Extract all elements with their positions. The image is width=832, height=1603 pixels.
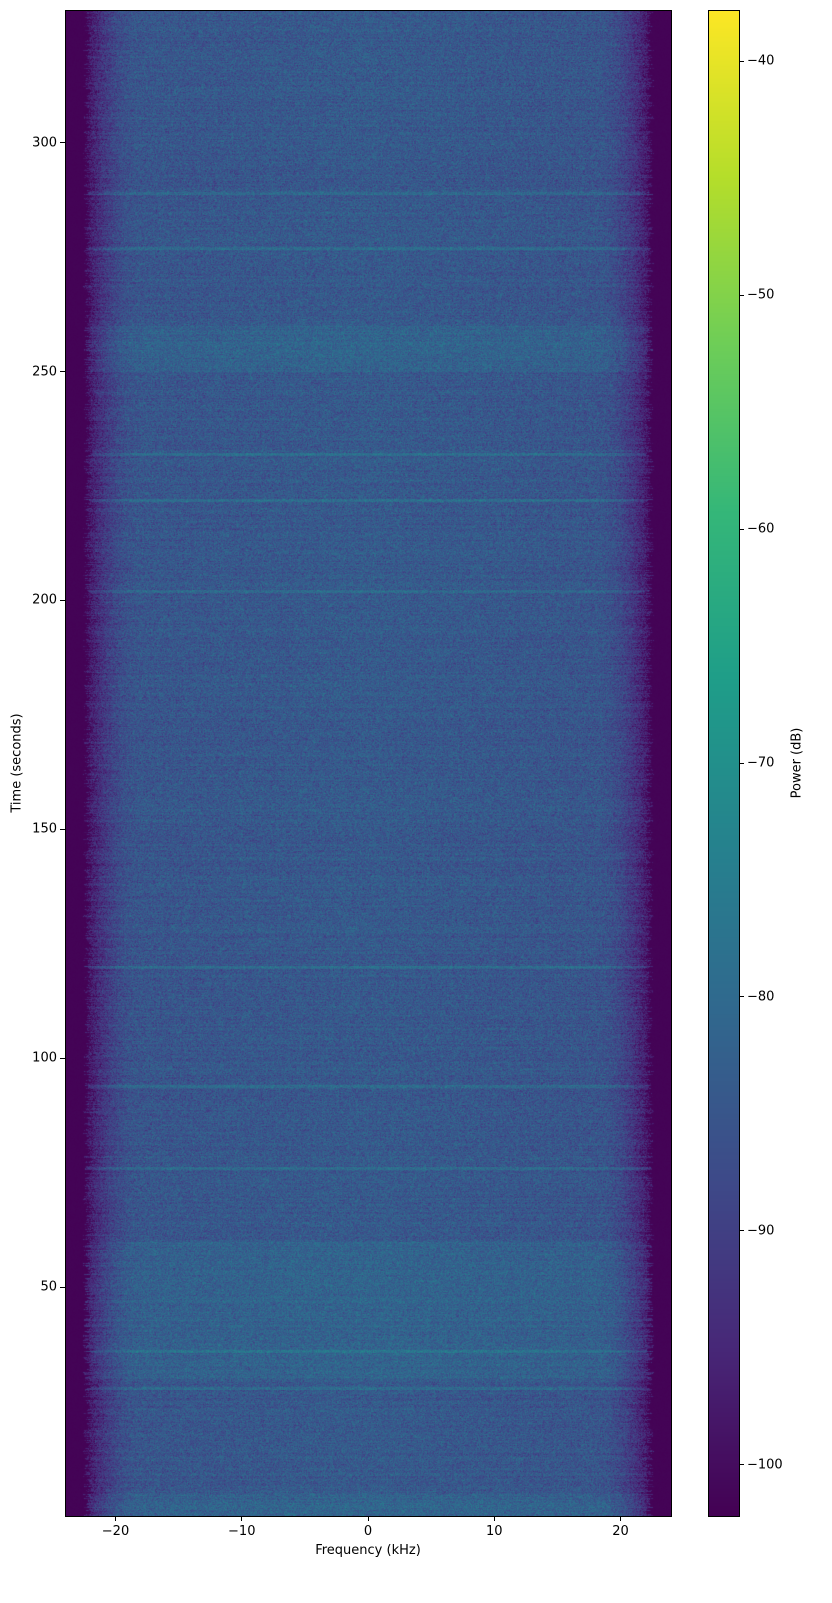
colorbar-tick-label: −80 xyxy=(747,989,775,1005)
colorbar-tick-mark xyxy=(739,996,744,998)
y-tick-label: 300 xyxy=(32,135,57,151)
colorbar-tick-label: −40 xyxy=(747,53,775,69)
x-tick-label: 10 xyxy=(485,1524,503,1539)
colorbar-tick-label: −90 xyxy=(747,1223,775,1239)
y-tick-label: 200 xyxy=(32,592,57,608)
colorbar-label: Power (dB) xyxy=(789,727,805,799)
colorbar-tick-label: −70 xyxy=(747,755,775,771)
colorbar-tick-mark xyxy=(739,294,744,296)
x-tick-mark xyxy=(367,1516,369,1521)
colorbar xyxy=(708,10,739,1516)
colorbar-tick-mark xyxy=(739,1464,744,1466)
y-tick-mark xyxy=(60,828,65,830)
y-tick-label: 100 xyxy=(32,1050,57,1066)
y-tick-mark xyxy=(60,1286,65,1288)
colorbar-tick-mark xyxy=(739,528,744,530)
colorbar-tick-label: −60 xyxy=(747,521,775,537)
y-axis-label: Time (seconds) xyxy=(9,713,25,813)
spectrogram-plot-area xyxy=(65,10,671,1516)
colorbar-tick-mark xyxy=(739,1230,744,1232)
x-tick-mark xyxy=(241,1516,243,1521)
x-tick-label: 0 xyxy=(363,1524,373,1539)
y-tick-label: 50 xyxy=(40,1279,57,1295)
x-tick-label: −20 xyxy=(101,1524,130,1539)
x-axis-label: Frequency (kHz) xyxy=(315,1543,421,1558)
y-tick-label: 150 xyxy=(32,821,57,837)
colorbar-gradient xyxy=(708,10,739,1516)
y-tick-mark xyxy=(60,1057,65,1059)
x-tick-label: 20 xyxy=(612,1524,629,1539)
colorbar-tick-mark xyxy=(739,60,744,62)
y-tick-mark xyxy=(60,599,65,601)
x-tick-label: −10 xyxy=(228,1524,256,1539)
y-tick-mark xyxy=(60,371,65,373)
x-tick-mark xyxy=(493,1516,495,1521)
spectrogram-image xyxy=(65,10,671,1516)
colorbar-tick-mark xyxy=(739,762,744,764)
x-tick-mark xyxy=(115,1516,116,1521)
x-tick-mark xyxy=(620,1516,621,1521)
colorbar-tick-label: −100 xyxy=(747,1457,783,1473)
y-tick-mark xyxy=(60,142,65,144)
y-tick-label: 250 xyxy=(32,364,57,380)
colorbar-tick-label: −50 xyxy=(747,287,775,303)
